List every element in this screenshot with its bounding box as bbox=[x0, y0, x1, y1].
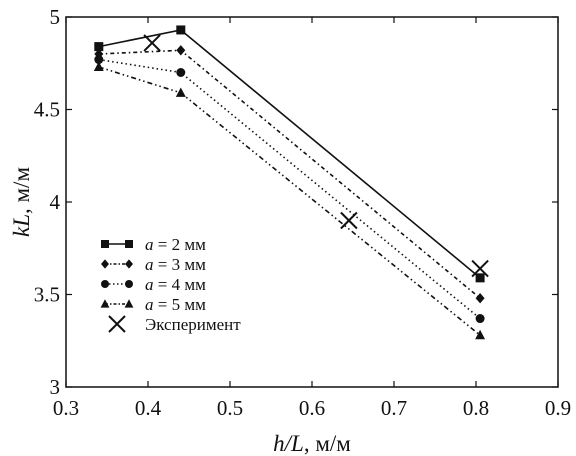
legend-marker-4 bbox=[124, 299, 134, 308]
series-layer bbox=[93, 25, 486, 340]
series-4-point bbox=[175, 87, 186, 97]
legend-label-experiment: Эксперимент bbox=[145, 315, 241, 334]
legend-label-var: a bbox=[145, 255, 154, 274]
axis-ticks: 0.3 0.4 0.5 0.6 0.7 0.8 0.9 3 3.5 4 4.5 5 bbox=[34, 5, 571, 420]
x-tick-label: 0.5 bbox=[217, 396, 243, 420]
experiment-point bbox=[471, 259, 489, 278]
series-2-point bbox=[176, 45, 186, 56]
legend-label-2: a = 3 мм bbox=[145, 255, 206, 274]
legend-marker-3 bbox=[101, 280, 109, 288]
legend-marker-1 bbox=[101, 240, 109, 248]
legend: a = 2 ммa = 3 ммa = 4 ммa = 5 ммЭксперим… bbox=[100, 235, 241, 334]
legend-label-value: = 2 мм bbox=[154, 235, 207, 254]
legend-marker-experiment bbox=[108, 315, 126, 333]
series-1-point bbox=[94, 42, 104, 52]
legend-marker-3 bbox=[125, 280, 133, 288]
series-4-point bbox=[93, 61, 104, 71]
legend-label-4: a = 5 мм bbox=[145, 295, 206, 314]
y-tick-label: 5 bbox=[50, 5, 61, 29]
axis-label-unit: , м/м bbox=[304, 431, 351, 456]
legend-marker-4 bbox=[100, 299, 110, 308]
series-3-point bbox=[94, 55, 104, 65]
y-tick-label: 4 bbox=[50, 190, 61, 214]
x-axis-label: h/L, м/м bbox=[273, 431, 351, 456]
legend-label-value: = 3 мм bbox=[154, 255, 207, 274]
x-tick-label: 0.6 bbox=[299, 396, 325, 420]
legend-label-var: a bbox=[145, 295, 154, 314]
legend-marker-2 bbox=[101, 259, 109, 269]
y-tick-label: 3 bbox=[50, 375, 61, 399]
x-tick-label: 0.3 bbox=[53, 396, 79, 420]
legend-label-1: a = 2 мм bbox=[145, 235, 206, 254]
experiment-point bbox=[340, 211, 358, 230]
series-4-point bbox=[475, 329, 486, 340]
y-tick-label: 4.5 bbox=[34, 98, 60, 122]
x-tick-label: 0.9 bbox=[545, 396, 571, 420]
x-tick-label: 0.8 bbox=[463, 396, 489, 420]
axis-label-var: h/L bbox=[273, 431, 304, 456]
series-1-point bbox=[475, 273, 485, 283]
legend-label-3: a = 4 мм bbox=[145, 275, 206, 294]
legend-label-value: = 4 мм bbox=[154, 275, 207, 294]
axis-label-unit: , м/м bbox=[9, 167, 34, 214]
experiment-point bbox=[143, 34, 161, 52]
experiment-layer bbox=[143, 34, 489, 278]
legend-marker-2 bbox=[125, 259, 133, 269]
series-3-point bbox=[475, 314, 485, 324]
x-tick-label: 0.4 bbox=[135, 396, 162, 420]
series-2-point bbox=[475, 293, 485, 304]
legend-label-value: = 5 мм bbox=[154, 295, 207, 314]
axis-label-var: kL bbox=[9, 214, 34, 237]
series-1-point bbox=[176, 25, 186, 35]
series-3-point bbox=[176, 68, 186, 77]
series-line-3 bbox=[98, 58, 481, 320]
legend-marker-1 bbox=[125, 240, 133, 248]
y-axis-label: kL, м/м bbox=[9, 167, 34, 237]
legend-label-var: a bbox=[145, 235, 154, 254]
legend-label-var: a bbox=[145, 275, 154, 294]
plot-frame bbox=[65, 16, 559, 388]
x-tick-label: 0.7 bbox=[381, 396, 407, 420]
series-2-point bbox=[94, 48, 104, 60]
y-tick-label: 3.5 bbox=[34, 283, 60, 307]
